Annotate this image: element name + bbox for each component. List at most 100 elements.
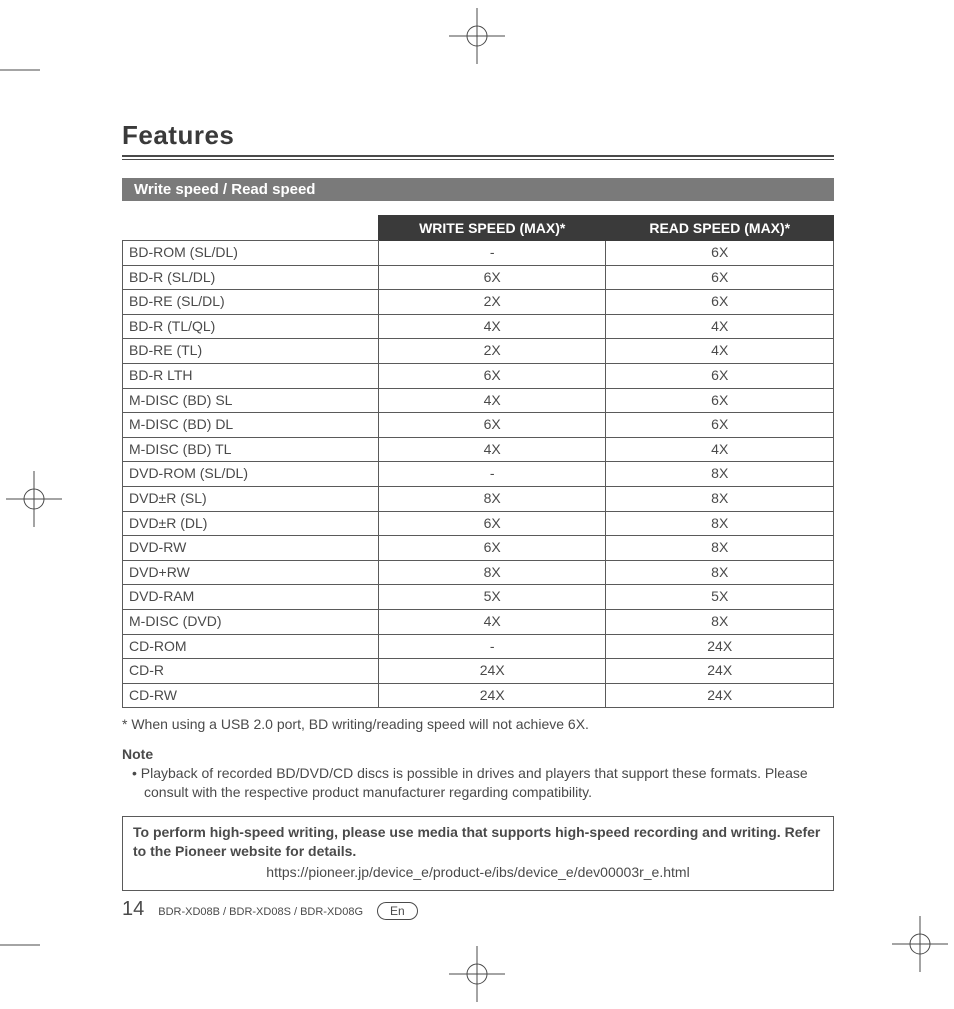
table-row: CD-RW24X24X [123, 683, 834, 708]
table-row: DVD-ROM (SL/DL)-8X [123, 462, 834, 487]
row-read: 8X [606, 511, 834, 536]
page-footer: 14 BDR-XD08B / BDR-XD08S / BDR-XD08G En [122, 898, 834, 921]
row-label: DVD-RAM [123, 585, 379, 610]
row-label: CD-RW [123, 683, 379, 708]
row-label: M-DISC (BD) SL [123, 388, 379, 413]
header-read: READ SPEED (MAX)* [606, 216, 834, 241]
table-row: BD-ROM (SL/DL)-6X [123, 241, 834, 266]
row-read: 8X [606, 486, 834, 511]
manual-page: Features Write speed / Read speed WRITE … [0, 0, 954, 1009]
row-write: 4X [378, 437, 606, 462]
crop-mark-left [6, 471, 62, 527]
row-write: 2X [378, 339, 606, 364]
table-row: CD-ROM-24X [123, 634, 834, 659]
row-read: 24X [606, 634, 834, 659]
trim-mark-tl [0, 55, 60, 85]
table-row: BD-RE (TL)2X4X [123, 339, 834, 364]
row-write: - [378, 462, 606, 487]
row-read: 6X [606, 413, 834, 438]
note-body: • Playback of recorded BD/DVD/CD discs i… [122, 764, 834, 802]
speed-table-body: BD-ROM (SL/DL)-6XBD-R (SL/DL)6X6XBD-RE (… [123, 241, 834, 708]
row-label: DVD+RW [123, 560, 379, 585]
row-read: 5X [606, 585, 834, 610]
table-row: M-DISC (BD) SL4X6X [123, 388, 834, 413]
table-row: CD-R24X24X [123, 659, 834, 684]
model-list: BDR-XD08B / BDR-XD08S / BDR-XD08G [158, 906, 363, 918]
crop-mark-right [892, 916, 948, 972]
language-pill: En [377, 902, 418, 920]
row-write: 24X [378, 683, 606, 708]
row-read: 8X [606, 560, 834, 585]
row-read: 6X [606, 241, 834, 266]
row-read: 6X [606, 363, 834, 388]
header-blank [123, 216, 379, 241]
row-read: 24X [606, 659, 834, 684]
row-label: M-DISC (BD) DL [123, 413, 379, 438]
table-row: M-DISC (BD) TL4X4X [123, 437, 834, 462]
table-row: DVD±R (DL)6X8X [123, 511, 834, 536]
table-row: DVD±R (SL)8X8X [123, 486, 834, 511]
row-label: BD-ROM (SL/DL) [123, 241, 379, 266]
row-label: M-DISC (DVD) [123, 609, 379, 634]
callout-box: To perform high-speed writing, please us… [122, 816, 834, 891]
title-rule [122, 155, 834, 160]
row-label: DVD±R (SL) [123, 486, 379, 511]
note-heading: Note [122, 746, 834, 762]
row-label: M-DISC (BD) TL [123, 437, 379, 462]
page-number: 14 [122, 898, 144, 921]
row-label: BD-R (TL/QL) [123, 314, 379, 339]
row-write: 6X [378, 536, 606, 561]
footnote: * When using a USB 2.0 port, BD writing/… [122, 716, 834, 732]
row-label: BD-RE (TL) [123, 339, 379, 364]
row-read: 4X [606, 437, 834, 462]
table-row: BD-R (SL/DL)6X6X [123, 265, 834, 290]
row-write: 8X [378, 560, 606, 585]
table-row: BD-R (TL/QL)4X4X [123, 314, 834, 339]
row-write: 6X [378, 413, 606, 438]
crop-mark-bottom [449, 946, 505, 1002]
row-label: CD-R [123, 659, 379, 684]
crop-mark-top [449, 8, 505, 64]
row-write: 4X [378, 609, 606, 634]
row-write: 6X [378, 265, 606, 290]
section-heading: Write speed / Read speed [122, 178, 834, 201]
row-write: 2X [378, 290, 606, 315]
table-row: M-DISC (DVD)4X8X [123, 609, 834, 634]
row-write: 8X [378, 486, 606, 511]
row-read: 6X [606, 388, 834, 413]
callout-url: https://pioneer.jp/device_e/product-e/ib… [133, 863, 823, 882]
trim-mark-bl [0, 930, 60, 960]
row-write: - [378, 241, 606, 266]
row-write: 24X [378, 659, 606, 684]
row-write: 4X [378, 388, 606, 413]
row-read: 4X [606, 314, 834, 339]
content-area: Features Write speed / Read speed WRITE … [122, 120, 834, 891]
row-read: 8X [606, 536, 834, 561]
row-write: 6X [378, 363, 606, 388]
row-read: 6X [606, 290, 834, 315]
row-label: BD-R LTH [123, 363, 379, 388]
row-label: CD-ROM [123, 634, 379, 659]
row-label: DVD-RW [123, 536, 379, 561]
row-read: 24X [606, 683, 834, 708]
row-read: 4X [606, 339, 834, 364]
row-label: BD-R (SL/DL) [123, 265, 379, 290]
table-header-row: WRITE SPEED (MAX)* READ SPEED (MAX)* [123, 216, 834, 241]
table-row: DVD-RAM5X5X [123, 585, 834, 610]
table-row: M-DISC (BD) DL6X6X [123, 413, 834, 438]
callout-bold: To perform high-speed writing, please us… [133, 823, 823, 861]
speed-table: WRITE SPEED (MAX)* READ SPEED (MAX)* BD-… [122, 215, 834, 708]
row-write: 6X [378, 511, 606, 536]
row-write: 5X [378, 585, 606, 610]
row-read: 6X [606, 265, 834, 290]
row-write: - [378, 634, 606, 659]
table-row: BD-R LTH6X6X [123, 363, 834, 388]
row-label: DVD±R (DL) [123, 511, 379, 536]
row-label: BD-RE (SL/DL) [123, 290, 379, 315]
page-title: Features [122, 120, 834, 151]
table-row: DVD-RW6X8X [123, 536, 834, 561]
table-row: BD-RE (SL/DL)2X6X [123, 290, 834, 315]
row-read: 8X [606, 462, 834, 487]
row-label: DVD-ROM (SL/DL) [123, 462, 379, 487]
row-read: 8X [606, 609, 834, 634]
